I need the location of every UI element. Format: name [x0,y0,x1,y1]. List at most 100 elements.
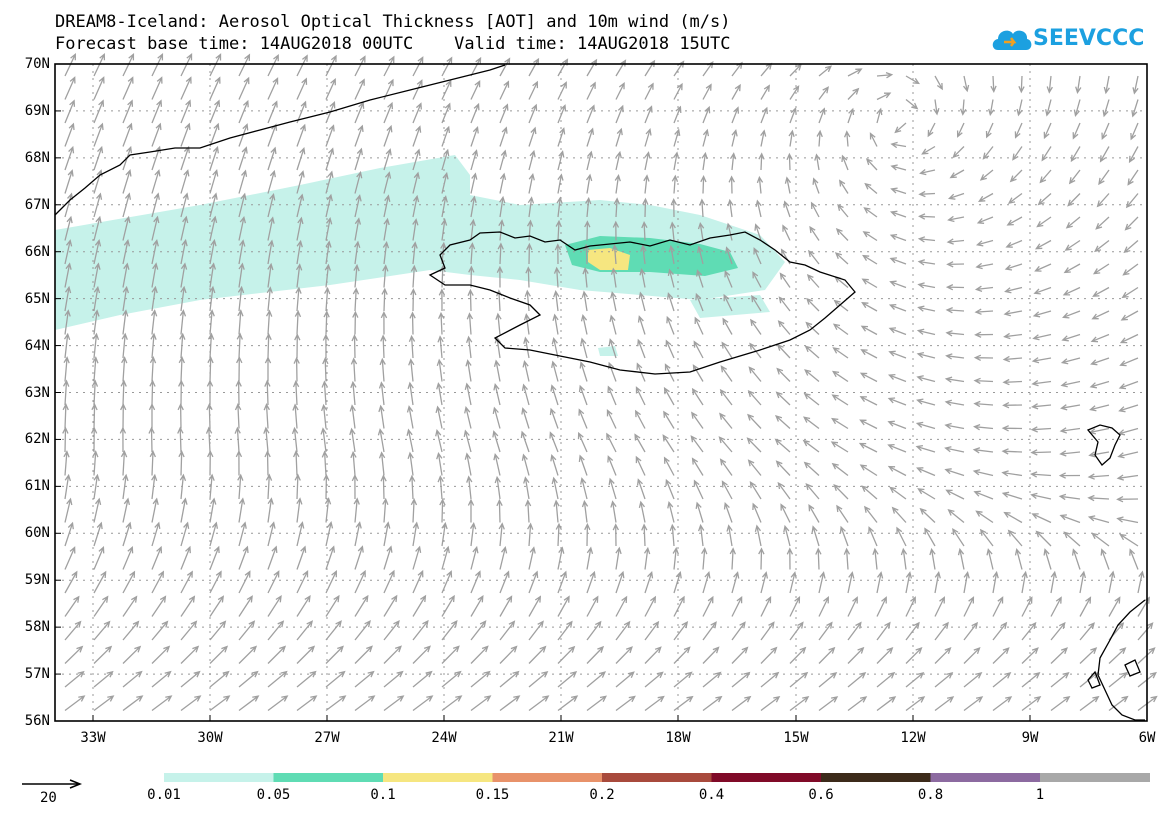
wind-arrow [435,405,443,429]
wind-arrow [1119,533,1139,547]
wind-arrow [702,695,723,712]
wind-arrow [615,646,633,664]
wind-arrow [267,146,277,171]
wind-arrow [555,219,562,241]
wind-arrow [831,370,849,383]
wind-arrow [1059,514,1081,524]
wind-arrow [1031,357,1052,364]
wind-arrow [325,695,347,712]
wind-arrow [322,357,329,382]
wind-arrow [947,192,965,200]
wind-arrow [833,299,849,312]
wind-arrow [151,169,161,194]
wind-arrow [891,506,907,523]
wind-arrow [637,338,646,359]
wind-arrow [209,76,221,100]
wind-arrow [665,339,675,359]
wind-arrow [586,595,599,617]
wind-arrow [178,379,185,406]
wind-arrow [525,266,532,288]
wind-arrow [586,695,607,712]
wind-arrow [580,477,588,500]
wind-arrow [1079,570,1087,594]
wind-arrow [586,104,595,124]
wind-arrow [702,671,722,688]
wind-arrow [209,238,217,265]
wind-arrow [1117,427,1139,436]
wind-arrow [64,99,76,124]
wind-arrow [325,101,336,124]
wind-arrow [238,620,256,641]
wind-arrow [1006,216,1023,226]
wind-arrow [916,375,936,383]
wind-arrow [64,595,80,617]
wind-arrow [238,146,248,171]
wind-arrow [747,389,762,406]
wind-arrow [411,241,418,265]
wind-arrow [578,408,588,429]
wind-arrow [383,55,395,77]
wind-arrow [818,596,829,617]
wind-arrow [93,262,101,288]
wind-arrow [1030,449,1052,456]
wind-arrow [180,645,200,664]
wind-arrow [634,409,646,429]
wind-arrow [499,620,516,641]
wind-arrow [92,356,99,382]
wind-arrow [151,695,173,712]
wind-arrow [869,132,878,147]
wind-arrow [407,451,414,476]
colorbar-swatch [164,773,274,782]
wind-arrow [499,546,508,570]
wind-arrow [151,595,167,617]
wind-arrow [238,570,251,594]
wind-arrow [586,645,605,664]
wind-arrow [464,406,472,429]
wind-arrow [725,246,733,265]
wind-arrow [467,288,474,312]
wind-arrow [238,497,246,523]
wind-arrow [760,571,769,594]
wind-arrow [93,546,105,570]
wind-arrow [1018,75,1025,94]
wind-arrow [916,351,936,359]
wind-arrow [1079,695,1100,712]
wind-arrow [810,201,820,218]
wind-arrow [614,174,621,194]
wind-arrow [264,449,271,476]
wind-arrow [818,571,826,594]
lon-label: 6W [1138,730,1156,746]
wind-arrow [1108,596,1121,617]
wind-arrow [295,263,303,288]
wind-arrow [92,332,100,359]
wind-arrow [887,465,907,477]
wind-arrow [122,645,142,664]
wind-arrow [644,82,654,100]
wind-arrow [673,82,683,100]
wind-arrow [934,571,941,594]
wind-arrow [470,79,481,100]
wind-arrow [977,192,994,202]
wind-arrow [865,158,878,171]
wind-arrow [1060,380,1081,388]
wind-arrow [325,545,336,570]
wind-arrow [151,473,158,500]
wind-arrow [209,545,220,570]
coastlines [54,64,1146,721]
wind-arrow [296,77,308,100]
wind-arrow [608,361,617,382]
lat-label: 68N [24,149,50,166]
wind-arrow [148,426,155,453]
wind-arrow [786,152,793,171]
wind-arrow [527,522,534,547]
wind-arrow [1050,671,1070,688]
lat-label: 67N [24,196,50,213]
wind-arrow [93,122,104,147]
wind-arrow [551,476,559,500]
wind-arrow [724,270,733,288]
wind-arrow [151,521,161,547]
wind-arrow [238,53,251,77]
wind-arrow [644,128,652,147]
wind-arrow [702,646,720,664]
wind-arrow [1116,474,1139,481]
